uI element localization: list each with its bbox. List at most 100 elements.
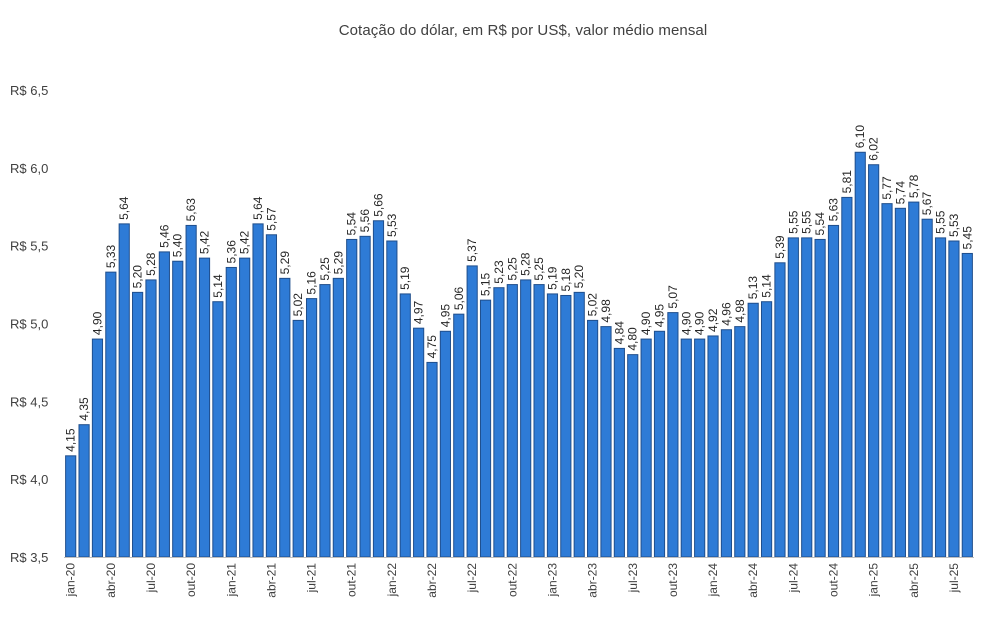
x-tick-label: out-24 <box>826 563 840 597</box>
x-tick-label: abr-22 <box>425 563 439 598</box>
data-label: 6,10 <box>853 125 867 149</box>
data-label: 5,25 <box>318 257 332 281</box>
bar-dez-21 <box>372 220 385 558</box>
bar-set-22 <box>493 287 505 558</box>
x-tick-label: jan-21 <box>224 563 238 598</box>
data-label: 5,77 <box>880 176 894 200</box>
bar-mar-21 <box>252 223 264 558</box>
bar-abr-21 <box>265 234 278 558</box>
bar-jul-25 <box>948 240 960 558</box>
data-label: 4,15 <box>64 428 78 452</box>
bar-out-23 <box>667 312 679 558</box>
bar-nov-21 <box>359 235 371 558</box>
bar-jun-20 <box>132 291 144 558</box>
data-label: 5,25 <box>532 257 546 281</box>
data-label: 5,13 <box>746 276 760 300</box>
y-tick-label: R$ 5,0 <box>10 317 48 332</box>
bar-jan-25 <box>868 164 880 558</box>
data-label: 5,54 <box>813 212 827 236</box>
bar-jul-20 <box>145 279 157 558</box>
data-label: 5,36 <box>224 240 238 264</box>
data-label: 5,06 <box>452 286 466 310</box>
data-label: 5,19 <box>545 266 559 290</box>
data-label: 5,20 <box>131 265 145 289</box>
data-label: 5,57 <box>264 207 278 231</box>
bar-abr-23 <box>587 319 599 558</box>
x-tick-label: jul-21 <box>305 563 319 594</box>
y-tick-label: R$ 4,5 <box>10 394 48 409</box>
bar-jan-23 <box>546 293 559 558</box>
bar-jul-24 <box>787 237 799 558</box>
bar-mai-21 <box>279 277 291 558</box>
bar-mai-22 <box>439 330 451 558</box>
data-label: 5,18 <box>559 268 573 292</box>
bar-out-22 <box>506 284 518 558</box>
bar-dez-22 <box>533 284 545 558</box>
bar-out-20 <box>185 224 197 558</box>
bar-fev-20 <box>78 424 90 558</box>
bar-jan-24 <box>707 335 719 558</box>
bar-mai-23 <box>600 326 612 558</box>
y-axis: R$ 3,5 R$ 4,0 R$ 4,5 R$ 5,0 R$ 5,5 R$ 6,0 R$ 6… <box>10 83 48 565</box>
data-label: 5,14 <box>760 274 774 298</box>
data-label: 4,90 <box>693 311 707 335</box>
data-label: 5,28 <box>519 252 533 276</box>
data-label: 5,37 <box>465 238 479 262</box>
data-label: 5,20 <box>572 265 586 289</box>
data-label: 4,96 <box>719 302 733 326</box>
data-label: 5,64 <box>251 196 265 220</box>
bar-jul-23 <box>627 354 639 558</box>
bar-mar-25 <box>894 207 906 558</box>
bar-mai-20 <box>118 223 130 558</box>
data-label: 4,98 <box>733 299 747 323</box>
bar-jun-24 <box>774 262 786 558</box>
bar-set-23 <box>653 330 666 558</box>
bar-jul-22 <box>466 265 478 558</box>
bar-nov-20 <box>198 257 211 558</box>
data-label: 5,07 <box>666 285 680 309</box>
data-label: 5,63 <box>826 198 840 222</box>
data-label: 5,55 <box>800 210 814 234</box>
bar-nov-22 <box>520 279 532 558</box>
data-label: 4,90 <box>639 311 653 335</box>
data-label: 5,42 <box>238 230 252 254</box>
y-tick-label: R$ 3,5 <box>10 550 48 565</box>
x-tick-label: jul-22 <box>465 563 479 594</box>
data-label: 4,95 <box>438 304 452 328</box>
data-label: 5,55 <box>786 210 800 234</box>
bar-fev-21 <box>239 257 251 558</box>
data-label: 4,90 <box>90 311 104 335</box>
x-tick-label: abr-25 <box>907 563 921 598</box>
data-label: 5,64 <box>117 196 131 220</box>
x-tick-label: jul-24 <box>786 563 800 594</box>
data-label: 5,67 <box>920 192 934 216</box>
bar-dez-23 <box>694 338 706 558</box>
data-label: 5,29 <box>278 251 292 275</box>
data-label: 4,35 <box>77 397 91 421</box>
data-label: 4,80 <box>626 327 640 351</box>
data-label: 6,02 <box>867 137 881 161</box>
bar-jan-21 <box>225 266 237 558</box>
x-tick-label: abr-24 <box>746 563 760 598</box>
data-labels: 4,154,354,905,335,645,205,285,46 5,405,63… <box>64 125 975 452</box>
bar-abr-22 <box>426 361 438 558</box>
bar-jan-22 <box>386 240 398 558</box>
data-label: 5,16 <box>305 271 319 295</box>
data-label: 5,15 <box>479 272 493 296</box>
x-tick-label: jan-22 <box>385 563 399 598</box>
data-label: 5,25 <box>505 257 519 281</box>
data-label: 5,55 <box>934 210 948 234</box>
bar-fev-25 <box>881 203 893 558</box>
bar-out-21 <box>346 238 358 558</box>
data-label: 4,75 <box>425 335 439 359</box>
y-tick-label: R$ 6,5 <box>10 83 48 98</box>
data-label: 5,56 <box>358 209 372 233</box>
x-tick-label: jan-24 <box>706 563 720 598</box>
x-tick-label: abr-20 <box>104 563 118 598</box>
bar-jun-22 <box>453 313 465 558</box>
bar-ago-20 <box>158 251 170 558</box>
bar-abr-25 <box>908 201 920 558</box>
data-label: 5,78 <box>907 174 921 198</box>
data-label: 5,39 <box>773 235 787 259</box>
